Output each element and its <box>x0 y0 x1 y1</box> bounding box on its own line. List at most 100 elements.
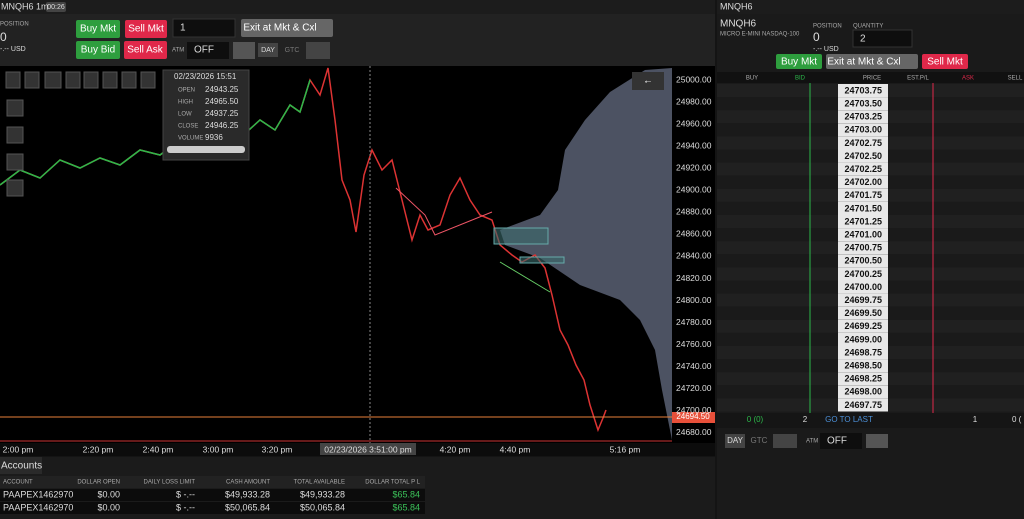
dom-price-cell <box>838 319 888 333</box>
dom-price: 24703.00 <box>844 125 882 135</box>
dom-sell-mkt-button[interactable] <box>922 54 968 69</box>
dom-atm-label: ATM <box>806 439 818 445</box>
accounts-column-header: DAILY LOSS LIMIT <box>144 480 196 486</box>
dom-price: 24698.00 <box>844 387 882 397</box>
atm-select[interactable] <box>187 42 229 59</box>
quantity-value[interactable]: 1 <box>180 23 186 34</box>
dom-quantity-input[interactable] <box>852 29 913 48</box>
sell-mkt-label[interactable]: Sell Mkt <box>128 24 164 35</box>
dom-exit-button[interactable] <box>826 54 918 69</box>
sell-ask-label[interactable]: Sell Ask <box>127 45 164 56</box>
day-button[interactable] <box>258 43 278 57</box>
dom-sell-mkt-label[interactable]: Sell Mkt <box>927 57 963 68</box>
dom-price: 24701.00 <box>844 229 882 239</box>
dom-gtc-label[interactable]: GTC <box>751 436 768 445</box>
dom-column-header: EST.P/L <box>907 76 929 82</box>
lock-tool[interactable] <box>6 179 24 197</box>
chart-style[interactable] <box>65 71 81 89</box>
dom-description: MICRO E-MINI NASDAQ-100 <box>720 32 800 38</box>
zoom-in[interactable] <box>5 71 21 89</box>
atm-settings[interactable] <box>233 42 255 59</box>
tif-settings[interactable] <box>306 42 330 59</box>
dom-quantity[interactable]: 2 <box>860 34 866 45</box>
dom-price-cell <box>838 372 888 386</box>
select-tool[interactable] <box>83 71 99 89</box>
buy-bid-label[interactable]: Buy Bid <box>81 45 115 56</box>
dom-price: 24698.75 <box>844 347 882 357</box>
exit-label[interactable]: Exit at Mkt & Cxl <box>243 23 316 34</box>
template[interactable] <box>121 71 137 89</box>
dom-atm-value[interactable]: OFF <box>827 436 847 447</box>
dom-atm-settings[interactable] <box>866 434 888 448</box>
dom-buy-mkt-button[interactable] <box>776 54 822 69</box>
indicators[interactable] <box>140 71 156 89</box>
quantity-input[interactable] <box>172 18 236 38</box>
go-to-last[interactable]: GO TO LAST <box>825 415 873 424</box>
dom-price-cell <box>838 215 888 229</box>
dom-footer-bid: 2 <box>803 415 808 424</box>
dom-price-cell <box>838 84 888 98</box>
dom-column-header: BUY <box>746 76 758 82</box>
price-axis-label: 24700.00 <box>676 405 712 415</box>
tooltip-label: OPEN <box>178 88 195 94</box>
dom-atm-select[interactable] <box>820 433 862 449</box>
accounts-column-header: DOLLAR OPEN <box>77 480 120 486</box>
tooltip-value: 24937.25 <box>205 109 239 118</box>
dom-price-cell <box>838 346 888 360</box>
settings[interactable] <box>102 71 118 89</box>
dom-footer-sell: 0 ( <box>1012 415 1022 424</box>
dom-price: 24701.25 <box>844 216 882 226</box>
tab-title[interactable]: MNQH6 1m <box>1 1 49 11</box>
tooltip-value: 9936 <box>205 133 223 142</box>
dom-buy-mkt-label[interactable]: Buy Mkt <box>781 57 817 68</box>
crosshair-tool[interactable] <box>6 99 24 117</box>
exit-button[interactable] <box>241 19 333 37</box>
dom-exit-label[interactable]: Exit at Mkt & Cxl <box>827 57 900 68</box>
time-axis-label: 02/23/2026 3:51:00 pm <box>324 444 411 454</box>
atm-value[interactable]: OFF <box>194 45 214 56</box>
sell-ask-button[interactable] <box>124 41 167 59</box>
interval[interactable] <box>44 71 62 89</box>
dom-price-cell <box>838 280 888 294</box>
dom-tif-settings[interactable] <box>773 434 797 448</box>
accounts-tab-label[interactable]: Accounts <box>1 461 42 472</box>
draw-tool[interactable] <box>6 153 24 171</box>
price-axis-label: 24980.00 <box>676 96 712 106</box>
zoom-out[interactable] <box>24 71 40 89</box>
buy-mkt-button[interactable] <box>76 20 120 38</box>
back-button[interactable] <box>632 72 664 90</box>
dom-price-cell <box>838 136 888 150</box>
dom-pnl: -.-- USD <box>813 46 839 53</box>
day-label[interactable]: DAY <box>261 47 275 54</box>
volume-profile <box>500 68 672 440</box>
dom-quantity-label: QUANTITY <box>853 24 883 30</box>
time-axis-label: 3:00 pm <box>203 444 234 454</box>
gtc-label[interactable]: GTC <box>285 47 300 54</box>
sell-mkt-button[interactable] <box>125 20 167 38</box>
tooltip-scrollbar[interactable] <box>167 146 245 153</box>
dom-day-label[interactable]: DAY <box>727 436 744 445</box>
price-axis-label: 24760.00 <box>676 339 712 349</box>
price-axis-label: 24680.00 <box>676 427 712 437</box>
price-axis-label: 24780.00 <box>676 317 712 327</box>
zone-box <box>519 256 565 264</box>
accounts-tab[interactable] <box>0 457 42 474</box>
dom-tab-title[interactable]: MNQH6 <box>720 1 753 11</box>
dom-day-button[interactable] <box>725 434 745 448</box>
dom-price-cell <box>838 293 888 307</box>
timer-box <box>46 2 66 12</box>
price-axis-label: 24960.00 <box>676 118 712 128</box>
price-axis-label: 24940.00 <box>676 140 712 150</box>
dom-price-cell <box>838 254 888 268</box>
buy-mkt-label[interactable]: Buy Mkt <box>80 24 116 35</box>
notes-tool[interactable] <box>6 126 24 144</box>
dom-price: 24698.50 <box>844 360 882 370</box>
dom-price: 24699.25 <box>844 321 882 331</box>
chart-toolbar[interactable] <box>5 71 156 197</box>
dom-price-cell <box>838 398 888 412</box>
zone-box <box>493 227 549 245</box>
account-cell: $ -.-- <box>176 489 195 499</box>
position-pnl: -.-- USD <box>0 46 26 53</box>
buy-bid-button[interactable] <box>76 41 120 59</box>
back-arrow[interactable]: ← <box>643 76 653 87</box>
